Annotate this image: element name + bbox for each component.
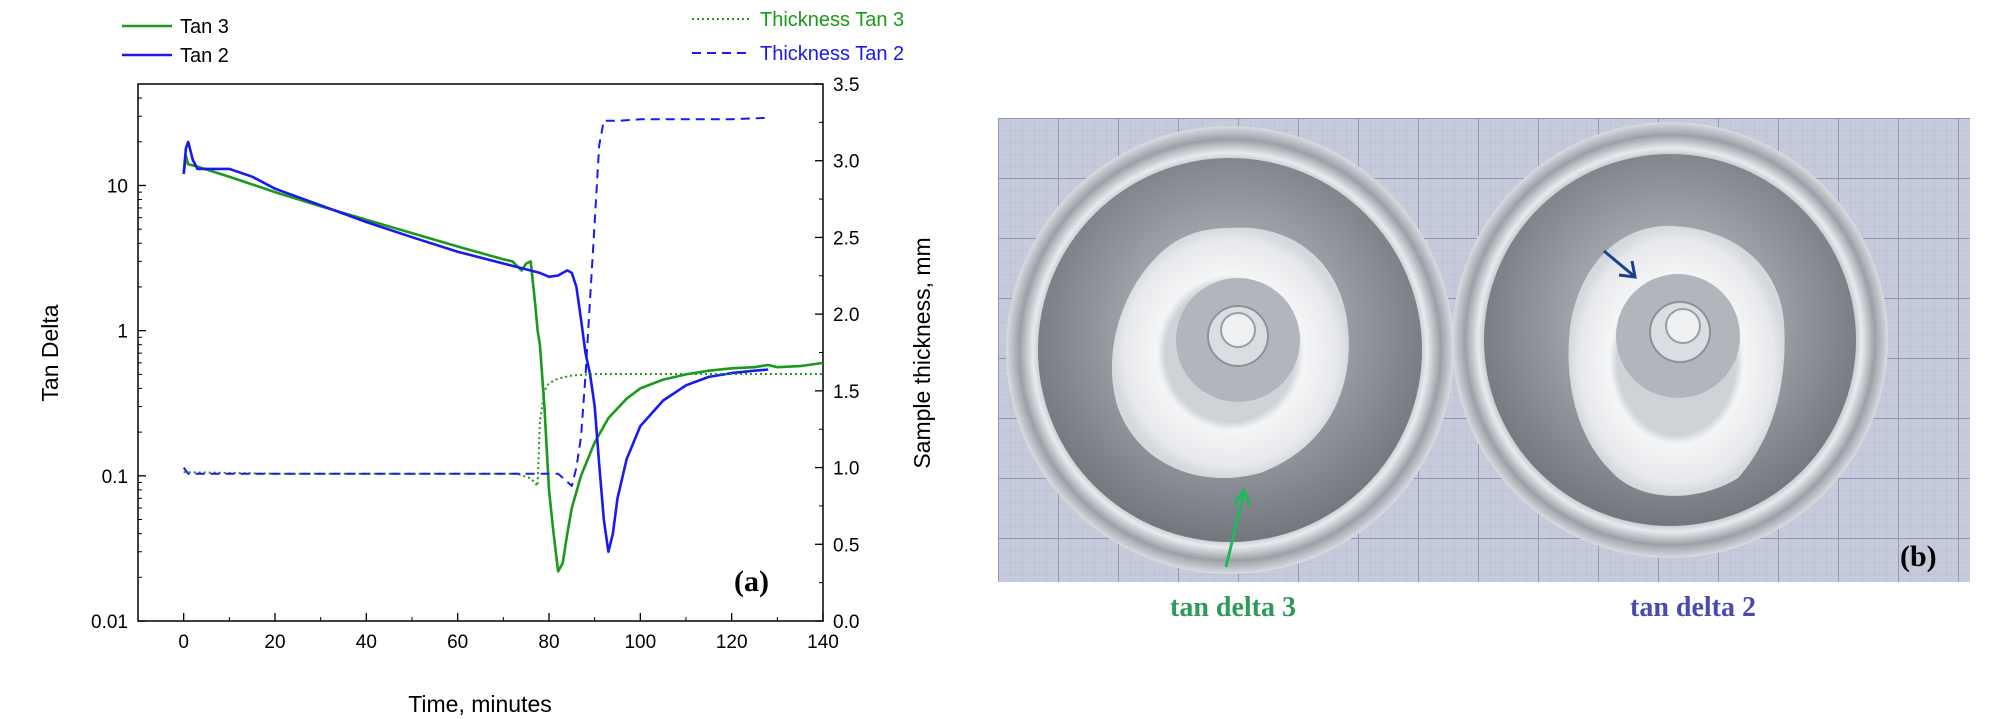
legend-left: Tan 3 Tan 2 xyxy=(122,16,229,67)
arrow-left xyxy=(1224,491,1246,568)
series-group xyxy=(182,116,824,573)
panel-label-b: (b) xyxy=(1900,540,1937,573)
y-right-tick-label: 3.5 xyxy=(833,75,859,96)
series-line-thickness-tan-3 xyxy=(183,373,823,487)
y-left-tick-label: 1 xyxy=(117,322,128,343)
x-tick-label: 40 xyxy=(356,632,377,653)
plot-frame xyxy=(137,83,824,622)
y-right-tick-label: 1.5 xyxy=(833,382,859,403)
legend-label: Thickness Tan 2 xyxy=(760,43,904,65)
series-line-tan-3 xyxy=(182,154,824,573)
x-tick-label: 120 xyxy=(716,632,748,653)
x-tick-label: 80 xyxy=(538,632,559,653)
y-right-tick-label: 0.0 xyxy=(833,612,859,633)
x-tick-label: 0 xyxy=(178,632,189,653)
y-axis-right-label: Sample thickness, mm xyxy=(909,237,935,468)
legend-label: Tan 2 xyxy=(180,45,229,67)
series-line-tan-2 xyxy=(182,140,769,553)
chart-panel-a: 0 20 40 60 80 100 120 140 0.01 0.1 1 10 0.0 0.5 1.0 1.5… xyxy=(37,9,935,717)
series-line-thickness-tan-2 xyxy=(182,116,769,487)
dish-left xyxy=(1006,126,1454,574)
legend-label: Thickness Tan 3 xyxy=(760,9,904,31)
y-right-tick-label: 1.0 xyxy=(833,459,859,480)
y-right-tick-label: 0.5 xyxy=(833,535,859,556)
dish-right xyxy=(1452,122,1888,558)
y-right-tick-label: 2.0 xyxy=(833,305,859,326)
y-right-tick-label: 3.0 xyxy=(833,152,859,173)
legend-label: Tan 3 xyxy=(180,16,229,38)
legend-right: Thickness Tan 3 Thickness Tan 2 xyxy=(692,9,904,65)
y-right-tick-label: 2.5 xyxy=(833,228,859,249)
x-tick-label: 100 xyxy=(624,632,656,653)
x-tick-label: 140 xyxy=(807,632,839,653)
y-left-tick-label: 10 xyxy=(107,176,128,197)
x-axis-label: Time, minutes xyxy=(408,691,552,717)
x-tick-label: 20 xyxy=(264,632,285,653)
y-left-tick-label: 0.01 xyxy=(91,612,128,633)
y-left-tick-label: 0.1 xyxy=(102,467,128,488)
ticks: 0 20 40 60 80 100 120 140 0.01 0.1 1 10 0.0 0.5 1.0 1.5… xyxy=(91,75,859,653)
panel-label-a: (a) xyxy=(734,565,769,598)
y-axis-left-label: Tan Delta xyxy=(37,304,63,401)
arrow-right xyxy=(1603,249,1635,278)
axes xyxy=(137,83,824,622)
x-tick-label: 60 xyxy=(447,632,468,653)
caption-tan-delta-2: tan delta 2 xyxy=(1630,592,1756,623)
caption-tan-delta-3: tan delta 3 xyxy=(1170,592,1296,623)
sample-photo: (b) xyxy=(998,118,1970,582)
